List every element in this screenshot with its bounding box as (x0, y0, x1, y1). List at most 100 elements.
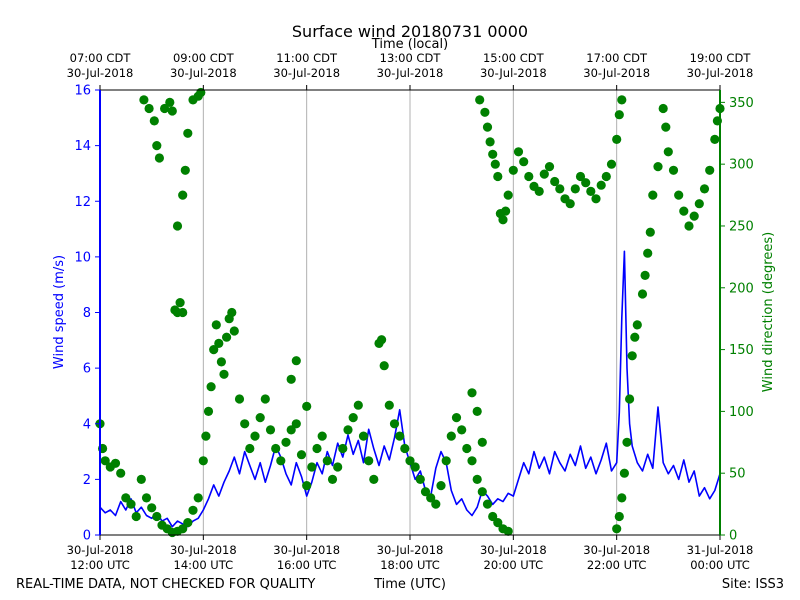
wind-direction-point (139, 95, 149, 105)
wind-direction-point (126, 499, 136, 509)
wind-direction-point (234, 394, 245, 404)
left-tick-label: 6 (83, 362, 91, 377)
wind-direction-point (302, 401, 312, 411)
wind-direction-point (286, 425, 296, 435)
wind-direction-point (524, 171, 534, 182)
wind-direction-point (149, 116, 159, 126)
wind-direction-point (617, 95, 627, 105)
right-tick-label: 50 (729, 467, 746, 482)
left-tick-label: 14 (74, 139, 91, 154)
wind-direction-point (555, 184, 565, 194)
wind-direction-point (405, 456, 415, 466)
top-tick-label-time: 07:00 CDT (70, 51, 132, 65)
left-axis-label: Wind speed (m/s) (52, 255, 67, 369)
wind-direction-point (467, 456, 477, 466)
wind-direction-point (188, 505, 198, 515)
wind-direction-point (165, 97, 175, 107)
right-axis-label: Wind direction (degrees) (761, 232, 776, 392)
x-tick-label-date: 31-Jul-2018 (687, 543, 754, 557)
wind-direction-point (296, 450, 307, 460)
wind-direction-point (136, 474, 146, 484)
wind-direction-point (472, 406, 482, 416)
wind-direction-point (710, 134, 720, 144)
wind-direction-point (307, 462, 317, 472)
wind-direction-point (364, 456, 374, 466)
wind-direction-point (198, 456, 208, 466)
wind-direction-point (661, 122, 671, 132)
wind-direction-point (265, 425, 276, 435)
wind-direction-point (327, 474, 338, 484)
wind-direction-point (203, 406, 214, 416)
wind-direction-point (513, 147, 524, 157)
wind-direction-point (250, 431, 260, 441)
wind-direction-point (216, 357, 226, 367)
x-tick-label-date: 30-Jul-2018 (170, 543, 237, 557)
x-tick-label-time: 18:00 UTC (380, 558, 440, 572)
wind-direction-point (658, 103, 668, 114)
wind-direction-point (451, 413, 462, 423)
top-tick-label-date: 30-Jul-2018 (67, 66, 134, 80)
wind-direction-point (699, 184, 710, 194)
wind-direction-point (110, 458, 121, 468)
footer-site: Site: ISS3 (722, 577, 784, 592)
wind-direction-point (614, 511, 624, 522)
wind-direction-point (446, 431, 456, 441)
wind-direction-point (154, 153, 164, 163)
left-tick-label: 10 (74, 250, 91, 265)
x-tick-label-time: 12:00 UTC (70, 558, 130, 572)
wind-direction-point (333, 462, 343, 472)
wind-direction-point (472, 474, 482, 484)
wind-direction-point (100, 456, 110, 466)
wind-direction-point (550, 176, 560, 187)
wind-direction-point (467, 388, 477, 398)
wind-direction-point (508, 165, 518, 175)
wind-direction-point (178, 524, 188, 534)
wind-direction-point (674, 190, 684, 200)
wind-direction-point (172, 221, 183, 231)
wind-direction-point (645, 227, 655, 237)
wind-direction-point (498, 215, 508, 225)
wind-direction-point (141, 493, 152, 503)
x-tick-label-time: 22:00 UTC (587, 558, 647, 572)
top-tick-label-time: 13:00 CDT (380, 51, 442, 65)
wind-direction-point (312, 443, 322, 454)
wind-direction-point (131, 511, 141, 522)
x-tick-label-date: 30-Jul-2018 (67, 543, 134, 557)
wind-direction-point (245, 443, 255, 454)
wind-direction-point (431, 499, 441, 509)
top-tick-label-time: 15:00 CDT (483, 51, 545, 65)
wind-direction-point (643, 248, 653, 258)
wind-direction-point (160, 103, 170, 114)
wind-direction-point (116, 468, 126, 478)
wind-direction-point (317, 431, 327, 441)
wind-direction-point (180, 165, 190, 175)
right-tick-label: 0 (729, 529, 737, 544)
wind-direction-point (121, 493, 131, 503)
wind-direction-point (348, 413, 358, 423)
wind-direction-point (668, 165, 679, 175)
x-axis-label: Time (UTC) (373, 577, 446, 592)
wind-direction-point (539, 169, 549, 179)
wind-direction-point (601, 171, 611, 182)
wind-direction-point (240, 419, 250, 429)
wind-direction-point (281, 437, 291, 447)
wind-direction-point (343, 425, 353, 435)
wind-direction-point (591, 194, 601, 204)
wind-direction-point (503, 526, 513, 536)
wind-direction-point (519, 157, 529, 167)
wind-direction-point (420, 487, 431, 497)
wind-direction-point (193, 493, 203, 503)
wind-direction-point (395, 431, 405, 441)
wind-direction-point (260, 394, 270, 404)
top-tick-label-time: 17:00 CDT (586, 51, 648, 65)
wind-direction-point (227, 307, 237, 318)
wind-direction-point (358, 431, 369, 441)
left-tick-label: 2 (83, 473, 91, 488)
top-tick-label-date: 30-Jul-2018 (687, 66, 754, 80)
wind-direction-point (689, 211, 699, 221)
x-tick-label-time: 00:00 UTC (690, 558, 750, 572)
left-tick-label: 4 (83, 417, 91, 432)
wind-direction-point (144, 103, 154, 114)
wind-direction-point (222, 332, 232, 342)
